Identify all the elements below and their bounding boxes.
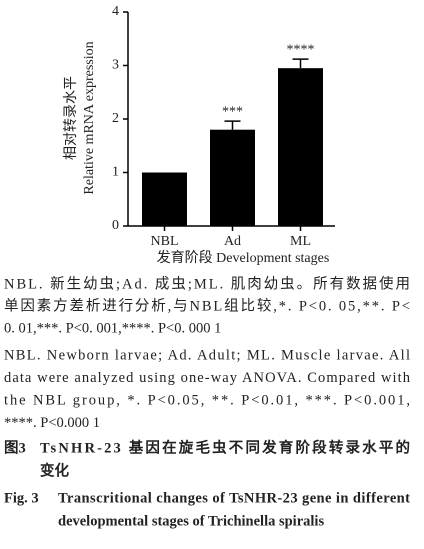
error-bar <box>292 58 309 69</box>
y-axis-title: 相对转录水平 <box>63 76 79 160</box>
y-tick-label: 0 <box>112 218 119 233</box>
error-bar <box>224 120 241 130</box>
y-tick-label: 2 <box>112 111 119 126</box>
y-tick-label: 3 <box>112 58 119 73</box>
bar <box>210 129 255 226</box>
y-tick-label: 4 <box>112 4 119 19</box>
caption-line: Fig. 3 <box>4 490 39 506</box>
y-axis-title: Relative mRNA expression <box>82 41 97 194</box>
x-axis-title: 发育阶段 Development stages <box>157 250 330 266</box>
caption-line: 单因素方差析进行分析,与NBL组比较,*. P<0. 05,**. P< <box>4 296 410 314</box>
significance-label: *** <box>222 104 243 119</box>
x-tick-label: ML <box>290 234 311 249</box>
bar <box>142 172 187 226</box>
caption-line: NBL. Newborn larvae; Ad. Adult; ML. Musc… <box>4 347 410 363</box>
caption-line: ****. P<0.000 1 <box>4 415 100 431</box>
caption-line: 变化 <box>40 461 69 479</box>
y-tick-label: 1 <box>112 165 119 180</box>
caption-line: the NBL group, *. P<0.05, **. P<0.01, **… <box>4 392 410 408</box>
caption-line: NBL. 新生幼虫;Ad. 成虫;ML. 肌肉幼虫。所有数据使用 <box>4 275 410 292</box>
caption-line: TsNHR-23 基因在旋毛虫不同发育阶段转录水平的 <box>40 438 410 456</box>
caption-line: 图3 <box>4 439 26 456</box>
caption-line: data were analyzed using one-way ANOVA. … <box>4 370 411 386</box>
caption-line: 0. 01,***. P<0. 001,****. P<0. 000 1 <box>4 320 221 336</box>
bar <box>278 68 323 226</box>
x-tick-label: Ad <box>224 234 241 249</box>
significance-label: **** <box>287 42 315 57</box>
x-tick-label: NBL <box>151 234 179 249</box>
caption-line: Transcritional changes of TsNHR-23 gene … <box>58 490 410 506</box>
caption-line: developmental stages of Trichinella spir… <box>58 513 324 529</box>
